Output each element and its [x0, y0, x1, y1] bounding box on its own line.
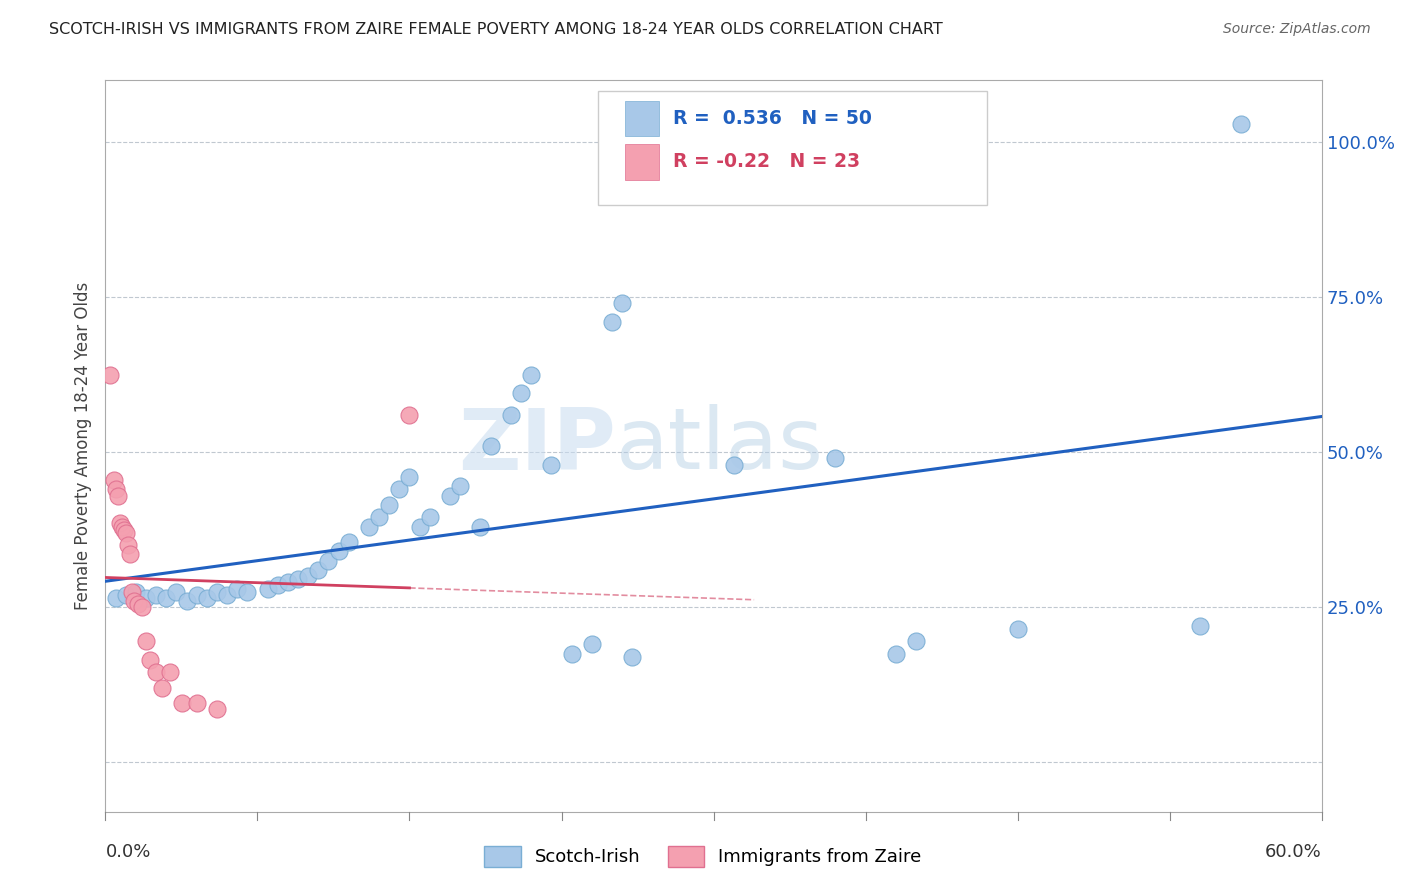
Point [117, 538, 139, 552]
Point [398, 408, 420, 422]
Point [328, 544, 350, 558]
Point [205, 584, 228, 599]
Point [139, 653, 162, 667]
Point [1229, 117, 1251, 131]
Y-axis label: Female Poverty Among 18-24 Year Olds: Female Poverty Among 18-24 Year Olds [73, 282, 91, 610]
Point [388, 483, 411, 497]
Point [121, 584, 143, 599]
Point [307, 563, 329, 577]
Point [267, 578, 290, 592]
Point [112, 523, 135, 537]
Point [98, 368, 121, 382]
Point [186, 588, 208, 602]
Legend: Scotch-Irish, Immigrants from Zaire: Scotch-Irish, Immigrants from Zaire [477, 838, 929, 874]
FancyBboxPatch shape [624, 101, 659, 136]
Point [277, 575, 299, 590]
Point [824, 451, 846, 466]
Point [621, 649, 644, 664]
Point [905, 634, 928, 648]
Text: ZIP: ZIP [458, 404, 616, 488]
Point [612, 296, 634, 310]
Point [195, 591, 218, 605]
Text: 60.0%: 60.0% [1265, 843, 1322, 861]
Text: Source: ZipAtlas.com: Source: ZipAtlas.com [1223, 22, 1371, 37]
Point [150, 681, 173, 695]
Point [107, 489, 129, 503]
Point [135, 634, 157, 648]
Point [236, 584, 259, 599]
Point [145, 588, 167, 602]
Point [145, 665, 167, 680]
Point [723, 458, 745, 472]
Point [114, 588, 136, 602]
Point [122, 594, 145, 608]
Point [176, 594, 198, 608]
Point [108, 516, 131, 531]
Point [172, 696, 194, 710]
Point [159, 665, 181, 680]
Text: 0.0%: 0.0% [105, 843, 150, 861]
Point [131, 600, 153, 615]
Text: R = -0.22   N = 23: R = -0.22 N = 23 [673, 153, 860, 171]
Point [439, 489, 461, 503]
Point [419, 510, 441, 524]
Point [600, 315, 623, 329]
Point [398, 470, 420, 484]
Point [520, 368, 543, 382]
Point [318, 554, 340, 568]
Point [118, 548, 141, 562]
Point [408, 519, 430, 533]
Point [1189, 619, 1212, 633]
Point [510, 386, 533, 401]
Text: atlas: atlas [616, 404, 824, 488]
Point [104, 483, 127, 497]
Point [217, 588, 239, 602]
Point [287, 572, 309, 586]
Point [368, 510, 391, 524]
Point [125, 584, 148, 599]
Point [104, 591, 127, 605]
Point [499, 408, 522, 422]
Point [357, 519, 380, 533]
Point [479, 439, 502, 453]
Point [114, 525, 136, 540]
Point [205, 702, 228, 716]
Point [449, 479, 471, 493]
Point [297, 569, 319, 583]
FancyBboxPatch shape [624, 145, 659, 179]
Point [378, 498, 401, 512]
Point [884, 647, 907, 661]
Point [256, 582, 278, 596]
Text: SCOTCH-IRISH VS IMMIGRANTS FROM ZAIRE FEMALE POVERTY AMONG 18-24 YEAR OLDS CORRE: SCOTCH-IRISH VS IMMIGRANTS FROM ZAIRE FE… [49, 22, 943, 37]
Point [186, 696, 208, 710]
Point [103, 473, 125, 487]
FancyBboxPatch shape [598, 91, 987, 204]
Point [111, 519, 134, 533]
Point [226, 582, 249, 596]
Point [155, 591, 177, 605]
Point [127, 597, 149, 611]
Point [337, 535, 360, 549]
Text: R =  0.536   N = 50: R = 0.536 N = 50 [673, 109, 872, 128]
Point [540, 458, 562, 472]
Point [470, 519, 492, 533]
Point [581, 637, 603, 651]
Point [135, 591, 157, 605]
Point [1007, 622, 1029, 636]
Point [165, 584, 187, 599]
Point [561, 647, 583, 661]
